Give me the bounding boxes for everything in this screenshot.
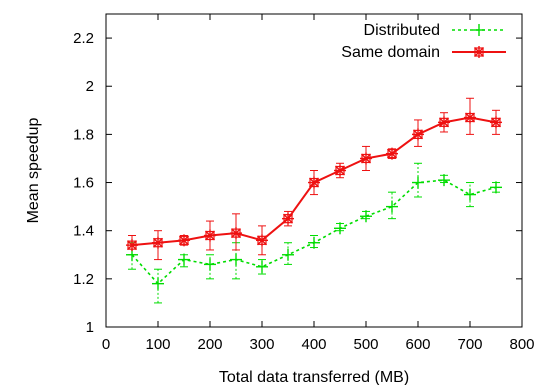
- error-bars: [128, 97, 500, 304]
- legend-marker-distributed: [473, 24, 485, 36]
- data-point-distributed: [282, 248, 294, 261]
- y-tick-label: 1.4: [73, 223, 94, 240]
- data-points: [126, 111, 502, 290]
- data-point-distributed: [464, 188, 476, 201]
- data-point-same-domain: [178, 234, 190, 247]
- series-lines: [131, 116, 497, 285]
- y-tick-label: 1.8: [73, 126, 94, 143]
- data-point-same-domain: [308, 176, 320, 189]
- x-tick-label: 0: [102, 336, 110, 353]
- data-point-same-domain: [464, 111, 476, 124]
- data-point-distributed: [178, 253, 190, 266]
- data-point-same-domain: [126, 239, 138, 252]
- data-point-distributed: [360, 210, 372, 223]
- y-tick-label: 2: [86, 78, 94, 95]
- data-point-distributed: [386, 200, 398, 213]
- data-point-distributed: [334, 222, 346, 235]
- x-tick-label: 500: [353, 336, 378, 353]
- x-tick-label: 800: [509, 336, 534, 353]
- x-tick-label: 100: [145, 336, 170, 353]
- data-point-same-domain: [360, 152, 372, 165]
- y-tick-label: 2.2: [73, 30, 94, 47]
- data-point-same-domain: [334, 164, 346, 177]
- y-axis-label: Mean speedup: [25, 117, 42, 223]
- data-point-distributed: [256, 260, 268, 273]
- x-tick-label: 400: [301, 336, 326, 353]
- data-point-distributed: [230, 253, 242, 266]
- legend-label-same-domain: Same domain: [341, 44, 440, 61]
- data-point-distributed: [438, 174, 450, 187]
- axes: 0 100 200 300 400 500 600 700 800 1 1.2 1.4 1.6 1.8 2 2…: [73, 13, 535, 353]
- data-point-same-domain: [438, 116, 450, 129]
- data-point-same-domain: [152, 236, 164, 249]
- legend-marker-same-domain: [473, 46, 485, 58]
- data-point-same-domain: [490, 116, 502, 129]
- legend: Distributed Same domain: [341, 22, 506, 61]
- data-point-same-domain: [386, 147, 398, 160]
- x-axis-label: Total data transferred (MB): [219, 369, 409, 385]
- y-tick-label: 1.6: [73, 175, 94, 192]
- data-point-same-domain: [412, 128, 424, 141]
- x-tick-label: 700: [457, 336, 482, 353]
- data-point-same-domain: [230, 227, 242, 240]
- data-point-distributed: [152, 277, 164, 290]
- error-bar-distributed: [284, 242, 292, 265]
- x-tick-label: 300: [249, 336, 274, 353]
- data-point-same-domain: [282, 212, 294, 225]
- data-point-distributed: [412, 176, 424, 189]
- x-tick-label: 600: [405, 336, 430, 353]
- y-tick-label: 1.2: [73, 271, 94, 288]
- data-point-distributed: [308, 236, 320, 249]
- legend-label-distributed: Distributed: [364, 22, 440, 39]
- series-line-distributed: [131, 179, 497, 285]
- x-tick-label: 200: [197, 336, 222, 353]
- y-tick-label: 1: [86, 319, 94, 336]
- data-point-same-domain: [204, 229, 216, 242]
- data-point-distributed: [490, 181, 502, 194]
- data-point-distributed: [204, 258, 216, 271]
- data-point-same-domain: [256, 234, 268, 247]
